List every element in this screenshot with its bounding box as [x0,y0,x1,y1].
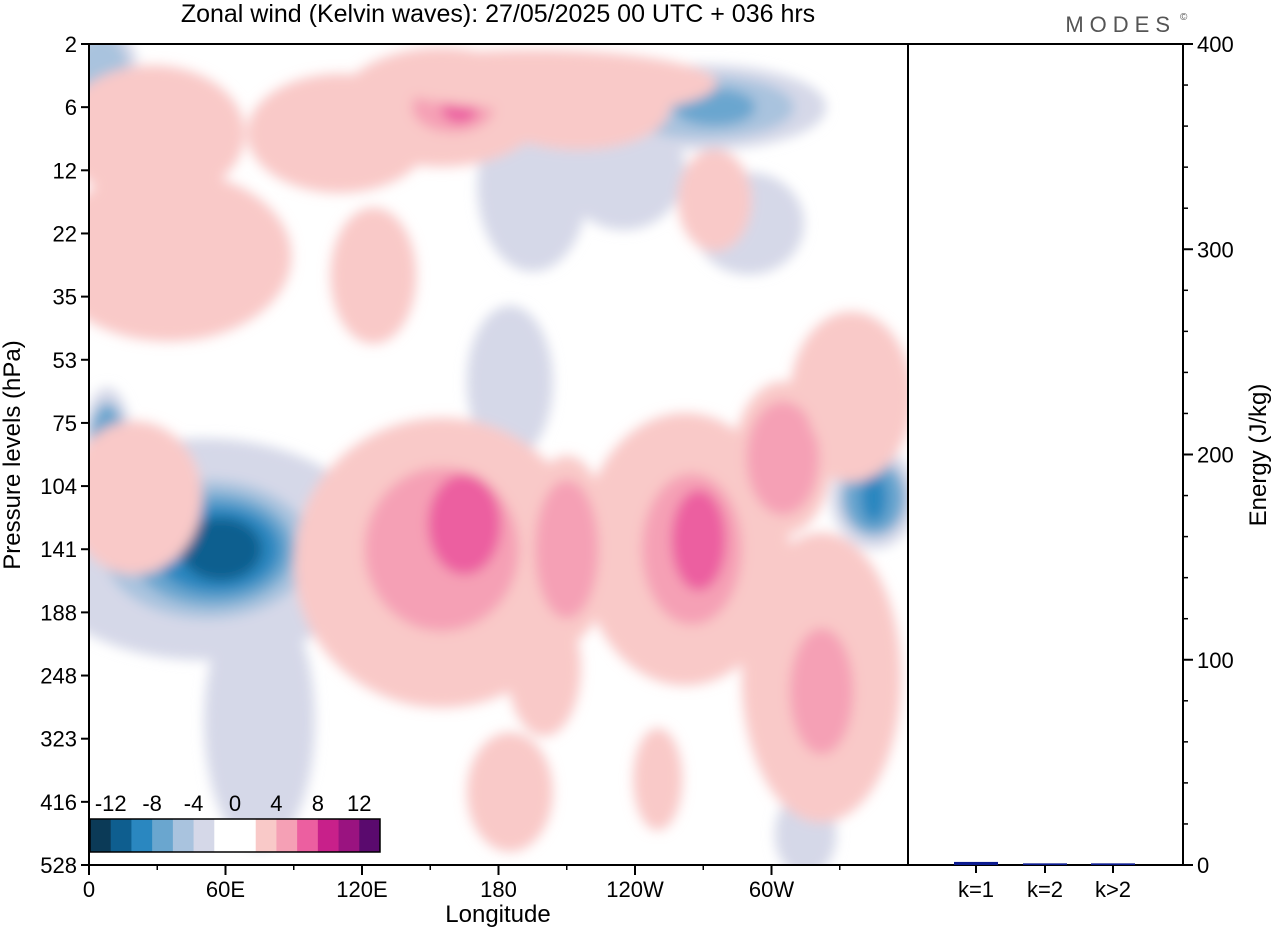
energy-bar-panel: 0 100 200 300 400 k=1 k=2 k>2 [907,32,1234,902]
colorbar: -12 -8 -4 0 4 8 12 [89,791,381,853]
colorbar-swatch [110,819,132,852]
colorbar-label: -4 [184,791,204,816]
neg-contour-12 [491,123,574,250]
pos-contour-7 [789,628,854,755]
energy-tick-label: 400 [1197,32,1234,57]
y-tick-label: 323 [40,727,77,752]
pos-contour-22 [341,225,406,327]
brand-mark: © [1180,12,1188,23]
colorbar-label: -8 [142,791,162,816]
x-tick-label: 60W [749,877,794,902]
energy-category-label: k=2 [1027,877,1063,902]
y-tick-label: 188 [40,600,77,625]
y-tick-label: 75 [53,411,77,436]
colorbar-label: -12 [95,791,127,816]
y-tick-label: 6 [65,95,77,120]
pos-contour-13 [89,82,221,184]
y-tick-label: 53 [53,348,77,373]
colorbar-swatch [131,819,153,852]
colorbar-label: 12 [347,791,371,816]
y-tick-label: 104 [40,474,77,499]
y-tick-label: 416 [40,790,77,815]
pos-contour-15 [271,89,408,178]
energy-frame [907,43,1184,866]
neg-contour-4 [180,517,262,581]
pos-contour-8 [534,479,599,619]
energy-category-label: k=1 [958,877,994,902]
pos-contour-19 [805,333,897,461]
colorbar-label: 0 [229,791,241,816]
colorbar-swatch [297,819,319,852]
heatmap-contours [89,44,908,865]
y-tick-label: 2 [65,32,77,57]
pos-contour-12 [89,193,260,320]
energy-tick-label: 100 [1197,648,1234,673]
y-tick-label: 12 [53,158,77,183]
y-tick-label: 141 [40,537,77,562]
x-tick-label: 60E [206,877,245,902]
neg-contour-11 [478,325,542,440]
neg-contour-7 [860,472,888,523]
colorbar-swatch [193,819,215,852]
energy-tick-label: 200 [1197,443,1234,468]
x-tick-label: 0 [83,877,95,902]
energy-tick-label: 0 [1197,853,1209,878]
colorbar-swatch [235,819,257,852]
colorbar-swatch [276,819,298,852]
y-axis-title: Pressure levels (hPa) [0,340,26,569]
colorbar-swatch [317,819,340,852]
y-tick-label: 528 [40,853,77,878]
colorbar-label: 4 [270,791,282,816]
colorbar-swatch [359,819,381,852]
colorbar-swatch [255,819,277,852]
x-tick-label: 120W [606,877,664,902]
colorbar-swatch [152,819,174,852]
pos-contour-5 [671,489,726,591]
energy-axis-title: Energy (J/kg) [1245,384,1272,527]
energy-bar-k>2 [1091,863,1135,865]
energy-category-label: k>2 [1095,877,1131,902]
brand-logo: MODES [1065,12,1176,37]
pos-contour-17 [509,75,647,139]
chart-title: Zonal wind (Kelvin waves): 27/05/2025 00… [181,0,815,28]
pos-contour-20 [516,617,572,719]
pos-contour-2 [427,473,501,575]
x-tick-label: 120E [336,877,387,902]
x-tick-label: 180 [480,877,517,902]
pos-contour-14 [89,440,185,555]
colorbar-swatch [338,819,360,852]
colorbar-swatch [214,819,236,852]
colorbar-label: 8 [312,791,324,816]
y-tick-label: 22 [53,221,77,246]
pos-contour-23 [639,741,676,818]
energy-bar-k=1 [954,861,998,865]
colorbar-swatch [172,819,195,852]
neg-contour-13 [218,626,301,816]
y-tick-label: 35 [53,285,77,310]
energy-bar-k=2 [1023,863,1067,865]
pos-contour-18 [746,401,820,515]
y-tick-label: 248 [40,664,77,689]
x-axis-title: Longitude [445,901,550,928]
colorbar-swatch [90,819,112,852]
energy-tick-label: 300 [1197,237,1234,262]
heatmap-field [89,44,908,865]
pos-contour-21 [478,747,542,837]
pos-contour-24 [687,162,742,239]
